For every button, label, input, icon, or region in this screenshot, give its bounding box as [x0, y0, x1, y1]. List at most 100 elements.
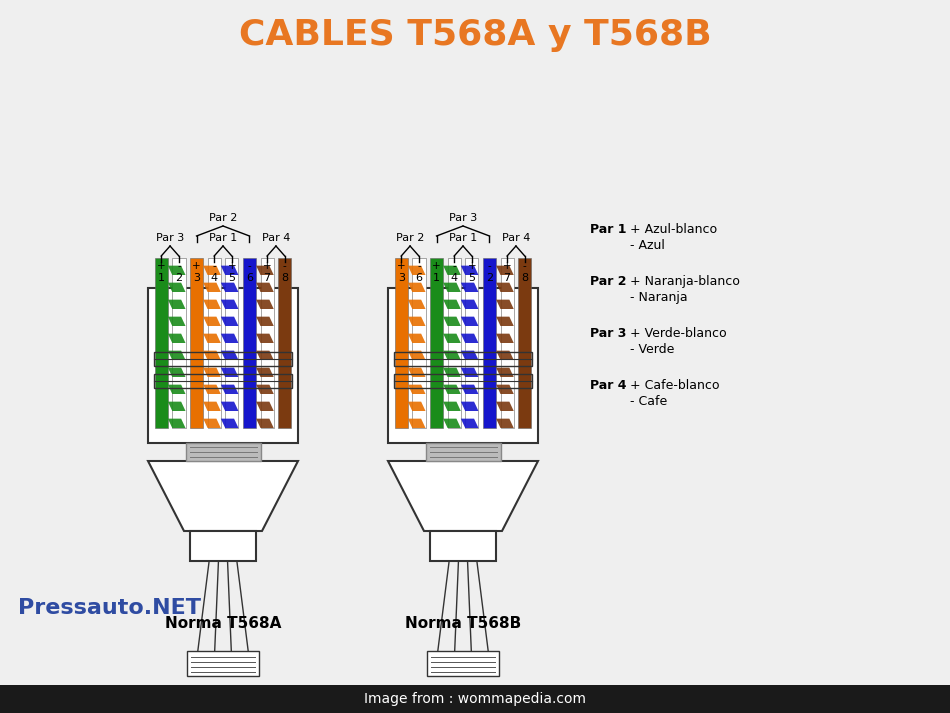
Polygon shape — [203, 299, 220, 309]
Bar — [0, 685, 950, 713]
Polygon shape — [256, 351, 274, 360]
Text: +: + — [503, 261, 511, 271]
Text: Par 4: Par 4 — [590, 379, 626, 392]
Polygon shape — [220, 334, 238, 343]
Text: + Cafe-blanco: + Cafe-blanco — [630, 379, 719, 392]
Text: Image from : wommapedia.com: Image from : wommapedia.com — [364, 692, 586, 706]
Polygon shape — [168, 266, 185, 275]
Text: + Azul-blanco: + Azul-blanco — [630, 223, 717, 236]
Polygon shape — [461, 266, 479, 275]
Text: -: - — [248, 261, 252, 271]
Text: Par 2: Par 2 — [209, 213, 238, 223]
Bar — [430, 258, 443, 428]
Text: -: - — [212, 261, 216, 271]
Text: CABLES T568A y T568B: CABLES T568A y T568B — [238, 18, 712, 52]
Bar — [278, 258, 292, 428]
Bar — [388, 288, 538, 443]
Text: + Naranja-blanco: + Naranja-blanco — [630, 275, 740, 288]
Bar — [426, 443, 501, 461]
Polygon shape — [444, 401, 461, 411]
Bar — [148, 288, 298, 443]
Text: + Verde-blanco: + Verde-blanco — [630, 327, 727, 340]
Text: 6: 6 — [415, 273, 423, 283]
Text: Par 3: Par 3 — [590, 327, 626, 340]
Polygon shape — [220, 384, 238, 394]
Text: +: + — [432, 261, 441, 271]
Polygon shape — [444, 368, 461, 377]
Text: Pressauto.NET: Pressauto.NET — [18, 598, 201, 618]
Polygon shape — [496, 299, 514, 309]
Polygon shape — [444, 282, 461, 292]
Bar — [518, 258, 531, 428]
Polygon shape — [461, 419, 479, 428]
Polygon shape — [203, 419, 220, 428]
Polygon shape — [168, 282, 185, 292]
Polygon shape — [408, 384, 426, 394]
Polygon shape — [461, 317, 479, 326]
Polygon shape — [388, 461, 538, 531]
Text: 3: 3 — [398, 273, 405, 283]
Polygon shape — [408, 282, 426, 292]
Text: 1: 1 — [158, 273, 164, 283]
Bar — [412, 258, 426, 428]
Text: 4: 4 — [211, 273, 218, 283]
Polygon shape — [461, 299, 479, 309]
Text: - Verde: - Verde — [630, 343, 674, 356]
Polygon shape — [168, 317, 185, 326]
Text: -: - — [522, 261, 526, 271]
Polygon shape — [256, 368, 274, 377]
Polygon shape — [256, 419, 274, 428]
Polygon shape — [168, 419, 185, 428]
Text: Par 1: Par 1 — [209, 233, 238, 243]
Polygon shape — [496, 282, 514, 292]
Bar — [155, 258, 168, 428]
Polygon shape — [168, 401, 185, 411]
Text: - Naranja: - Naranja — [630, 291, 688, 304]
Polygon shape — [168, 351, 185, 360]
Polygon shape — [461, 368, 479, 377]
Text: +: + — [227, 261, 237, 271]
Polygon shape — [203, 334, 220, 343]
Polygon shape — [496, 351, 514, 360]
Polygon shape — [461, 401, 479, 411]
Polygon shape — [256, 401, 274, 411]
Bar — [447, 258, 461, 428]
Text: Par 4: Par 4 — [262, 233, 290, 243]
Bar — [427, 651, 500, 676]
Polygon shape — [168, 368, 185, 377]
Polygon shape — [168, 299, 185, 309]
Polygon shape — [220, 419, 238, 428]
Polygon shape — [461, 351, 479, 360]
Polygon shape — [203, 282, 220, 292]
Bar — [154, 374, 292, 388]
Text: -: - — [417, 261, 421, 271]
Bar — [185, 443, 260, 461]
Polygon shape — [408, 266, 426, 275]
Polygon shape — [408, 368, 426, 377]
Bar — [260, 258, 274, 428]
Text: +: + — [397, 261, 406, 271]
Bar — [207, 258, 220, 428]
Text: 2: 2 — [176, 273, 182, 283]
Polygon shape — [220, 368, 238, 377]
Text: Norma T568A: Norma T568A — [164, 615, 281, 630]
Text: 3: 3 — [193, 273, 200, 283]
Polygon shape — [220, 266, 238, 275]
Text: +: + — [157, 261, 165, 271]
Text: Par 2: Par 2 — [396, 233, 425, 243]
Polygon shape — [444, 266, 461, 275]
Polygon shape — [461, 334, 479, 343]
Polygon shape — [256, 334, 274, 343]
Bar — [429, 531, 496, 561]
Bar — [394, 258, 408, 428]
Bar — [154, 352, 292, 366]
Polygon shape — [496, 368, 514, 377]
Text: 5: 5 — [468, 273, 475, 283]
Polygon shape — [461, 282, 479, 292]
Polygon shape — [496, 384, 514, 394]
Polygon shape — [203, 401, 220, 411]
Polygon shape — [496, 317, 514, 326]
Text: 5: 5 — [228, 273, 236, 283]
Polygon shape — [256, 299, 274, 309]
Polygon shape — [408, 334, 426, 343]
